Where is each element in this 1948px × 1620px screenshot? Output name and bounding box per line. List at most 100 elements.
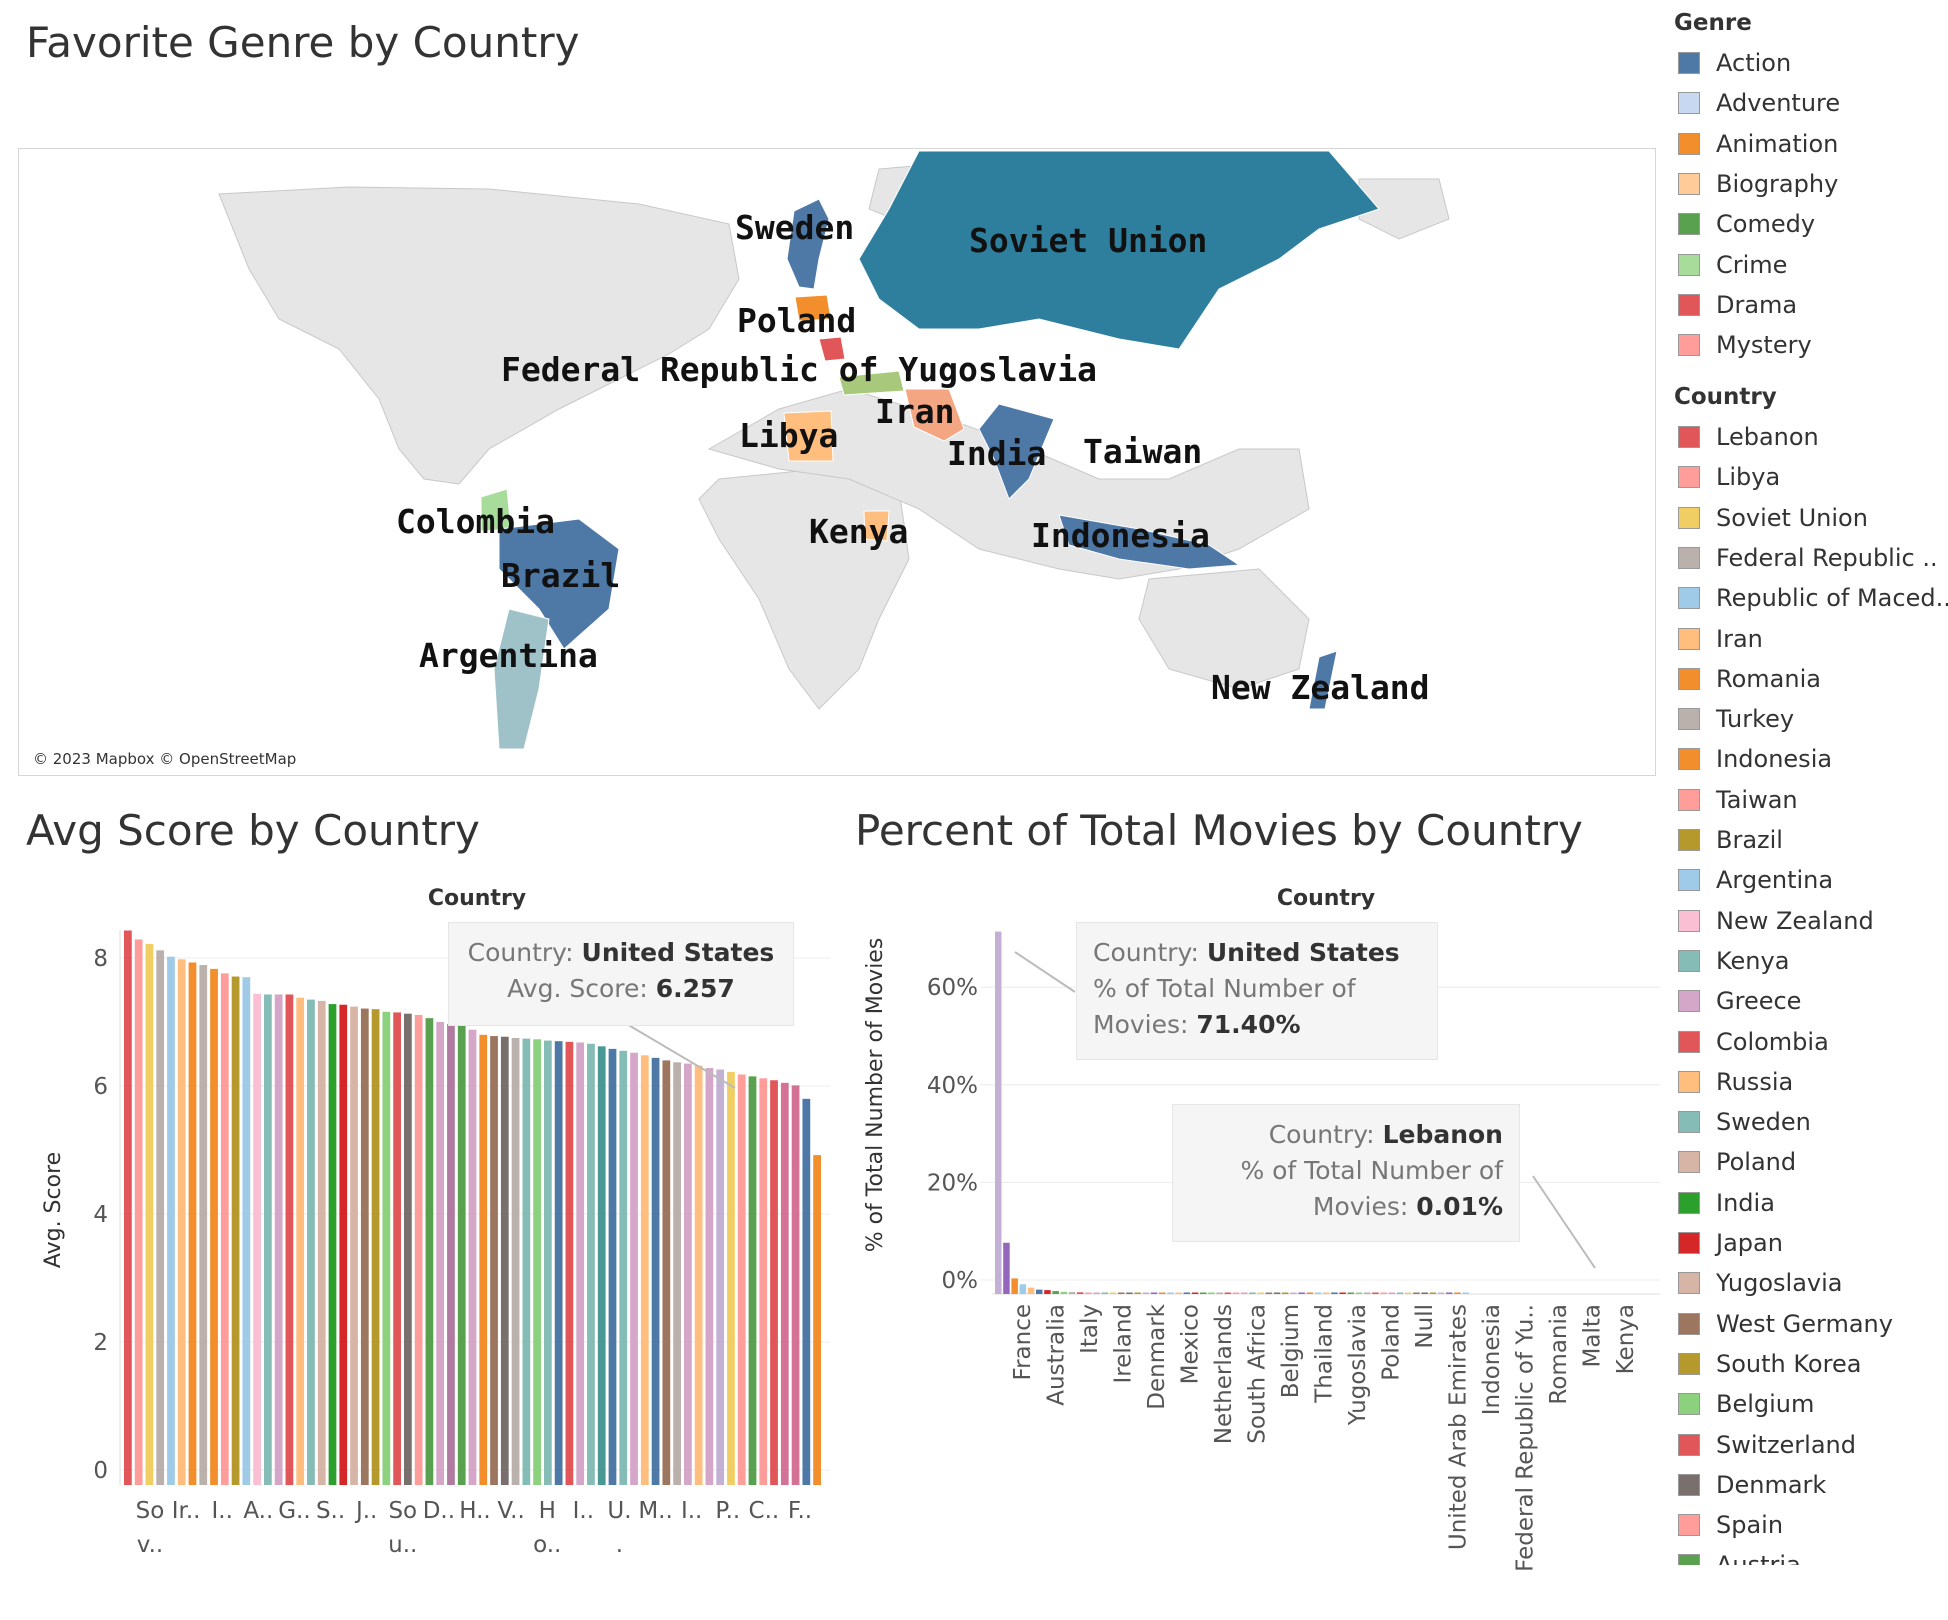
pct-bar[interactable] xyxy=(1027,1287,1035,1294)
legend-country-iran[interactable]: Iran xyxy=(1678,625,1948,655)
pct-bar[interactable] xyxy=(1241,1292,1248,1295)
legend-country-denmark[interactable]: Denmark xyxy=(1678,1471,1948,1501)
avg-bar[interactable] xyxy=(124,930,132,1485)
pct-bar[interactable] xyxy=(1331,1292,1338,1295)
avg-bar[interactable] xyxy=(479,1034,488,1485)
pct-bar[interactable] xyxy=(1396,1292,1404,1295)
pct-bar[interactable] xyxy=(1019,1284,1027,1294)
avg-bar[interactable] xyxy=(177,959,186,1485)
legend-country-poland[interactable]: Poland xyxy=(1678,1148,1948,1178)
legend-country-soviet-union[interactable]: Soviet Union xyxy=(1678,504,1948,534)
legend-country-brazil[interactable]: Brazil xyxy=(1678,826,1948,856)
avg-bar[interactable] xyxy=(608,1048,617,1485)
map-countries[interactable] xyxy=(480,150,1380,750)
pct-bar[interactable] xyxy=(1462,1292,1469,1295)
avg-score-chart[interactable]: Country Avg. Score 0 2 4 6 8 So v.. Ir.. I.. A..… xyxy=(0,870,840,1590)
legend-country-taiwan[interactable]: Taiwan xyxy=(1678,786,1948,816)
avg-bar[interactable] xyxy=(500,1036,509,1485)
avg-bar[interactable] xyxy=(457,1023,466,1485)
legend-country-greece[interactable]: Greece xyxy=(1678,987,1948,1017)
avg-bar[interactable] xyxy=(716,1069,725,1485)
legend-genre-drama[interactable]: Drama xyxy=(1678,291,1948,321)
avg-bar[interactable] xyxy=(533,1039,541,1485)
avg-bar[interactable] xyxy=(554,1041,563,1485)
pct-bar[interactable] xyxy=(1003,1242,1010,1294)
pct-bar[interactable] xyxy=(1208,1292,1215,1295)
avg-bar[interactable] xyxy=(414,1014,423,1485)
avg-bar[interactable] xyxy=(404,1013,412,1485)
genre-map[interactable]: Sweden Soviet Union Poland Federal Repub… xyxy=(18,148,1656,776)
legend-country-west-germany[interactable]: West Germany xyxy=(1678,1310,1948,1340)
legend-country-indonesia[interactable]: Indonesia xyxy=(1678,745,1948,775)
pct-bar[interactable] xyxy=(1085,1292,1092,1295)
indonesia-region[interactable] xyxy=(1058,514,1241,570)
avg-bar[interactable] xyxy=(317,1000,326,1485)
legend-genre-animation[interactable]: Animation xyxy=(1678,130,1948,160)
avg-bar[interactable] xyxy=(630,1052,638,1485)
pct-bar[interactable] xyxy=(995,931,1002,1294)
legend-country-belgium[interactable]: Belgium xyxy=(1678,1390,1948,1420)
legend-country-turkey[interactable]: Turkey xyxy=(1678,705,1948,735)
legend-country-colombia[interactable]: Colombia xyxy=(1678,1028,1948,1058)
pct-bar[interactable] xyxy=(1290,1292,1297,1295)
pct-bar[interactable] xyxy=(1109,1292,1117,1295)
pct-bar[interactable] xyxy=(1142,1292,1150,1295)
poland-region[interactable] xyxy=(794,294,832,322)
yugoslavia-region[interactable] xyxy=(818,336,846,362)
pct-bar[interactable] xyxy=(1134,1292,1141,1295)
pct-bar[interactable] xyxy=(1052,1291,1059,1294)
avg-bar[interactable] xyxy=(587,1043,595,1485)
avg-bar[interactable] xyxy=(511,1038,520,1485)
avg-bar[interactable] xyxy=(274,994,283,1485)
avg-bar[interactable] xyxy=(382,1011,391,1485)
legend-genre-mystery[interactable]: Mystery xyxy=(1678,331,1948,361)
avg-bar[interactable] xyxy=(748,1076,757,1485)
avg-bar[interactable] xyxy=(791,1085,800,1485)
legend-country-sweden[interactable]: Sweden xyxy=(1678,1108,1948,1138)
map-attribution[interactable]: © 2023 Mapbox © OpenStreetMap xyxy=(29,749,301,769)
avg-bar[interactable] xyxy=(425,1018,434,1485)
legend-genre-crime[interactable]: Crime xyxy=(1678,251,1948,281)
map-canvas[interactable]: Sweden Soviet Union Poland Federal Repub… xyxy=(19,149,1655,775)
pct-bar[interactable] xyxy=(1167,1292,1174,1295)
avg-bar[interactable] xyxy=(597,1046,606,1485)
pct-bar[interactable] xyxy=(1183,1292,1191,1295)
new-zealand-region[interactable] xyxy=(1308,650,1338,710)
avg-bar[interactable] xyxy=(242,977,251,1485)
avg-bar[interactable] xyxy=(576,1042,585,1485)
avg-bar[interactable] xyxy=(199,965,208,1485)
legend-country-federal-republic[interactable]: Federal Republic .. xyxy=(1678,544,1948,574)
avg-bar[interactable] xyxy=(468,1029,477,1485)
pct-bar[interactable] xyxy=(1347,1292,1355,1295)
avg-bar[interactable] xyxy=(285,994,294,1485)
pct-bar[interactable] xyxy=(1380,1292,1387,1295)
pct-bar[interactable] xyxy=(1314,1292,1322,1295)
avg-bar[interactable] xyxy=(705,1068,714,1485)
avg-bar[interactable] xyxy=(565,1041,574,1485)
pct-bar[interactable] xyxy=(1323,1292,1330,1295)
avg-bar[interactable] xyxy=(619,1050,628,1485)
legend-country-new-zealand[interactable]: New Zealand xyxy=(1678,907,1948,937)
pct-bar[interactable] xyxy=(1429,1292,1437,1295)
legend-genre-biography[interactable]: Biography xyxy=(1678,170,1948,200)
avg-bar[interactable] xyxy=(662,1060,671,1485)
avg-bar[interactable] xyxy=(350,1006,358,1485)
pct-bar[interactable] xyxy=(1446,1292,1453,1295)
pct-bar[interactable] xyxy=(1306,1292,1314,1295)
avg-bar[interactable] xyxy=(770,1080,778,1485)
pct-bar[interactable] xyxy=(1249,1292,1256,1295)
sweden-region[interactable] xyxy=(786,198,830,290)
argentina-region[interactable] xyxy=(493,608,550,750)
pct-bar[interactable] xyxy=(1273,1292,1281,1295)
avg-bar[interactable] xyxy=(490,1036,498,1485)
avg-bar[interactable] xyxy=(371,1009,380,1485)
avg-bar[interactable] xyxy=(651,1057,660,1485)
legend-country-south-korea[interactable]: South Korea xyxy=(1678,1350,1948,1380)
pct-bar[interactable] xyxy=(1298,1292,1305,1295)
pct-bar[interactable] xyxy=(1191,1292,1199,1295)
pct-bar[interactable] xyxy=(1282,1292,1289,1295)
pct-bar[interactable] xyxy=(1405,1292,1412,1295)
avg-bar[interactable] xyxy=(145,943,154,1485)
legend-country-japan[interactable]: Japan xyxy=(1678,1229,1948,1259)
legend-country-india[interactable]: India xyxy=(1678,1189,1948,1219)
